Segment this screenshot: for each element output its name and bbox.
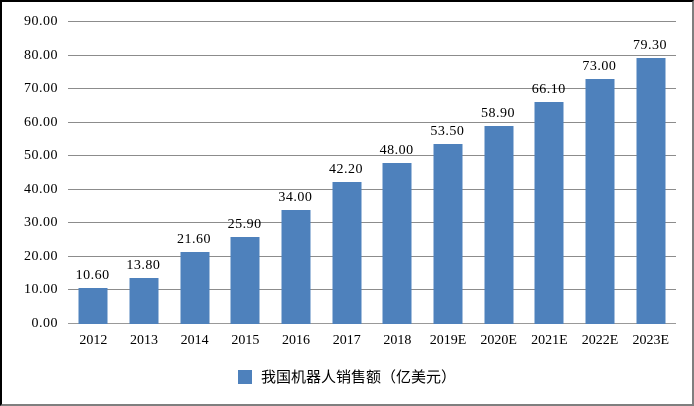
gridline (68, 255, 676, 257)
x-axis-tick-label: 2019E (429, 333, 467, 348)
x-axis-tick-label: 2020E (480, 333, 517, 348)
x-axis-tick-label: 2023E (632, 333, 669, 348)
bar-value-label: 79.30 (633, 37, 668, 53)
plot-area: 10.60 2012 13.80 2013 21.60 2014 25.90 2015 34.0… (68, 21, 676, 348)
bar-value-label: 48.00 (379, 142, 414, 158)
bar-series: 10.60 2012 13.80 2013 21.60 2014 25.90 2015 34.0… (68, 22, 676, 348)
bar-column: 66.10 2021E (524, 22, 575, 348)
x-axis-tick-label: 2022E (581, 333, 619, 348)
legend-swatch-icon (237, 369, 252, 384)
y-axis-tick-label: 90.00 (24, 14, 58, 29)
x-axis-tick-label: 2012 (79, 333, 108, 348)
bar-value-label: 34.00 (278, 189, 313, 205)
bar-column: 10.60 2012 (68, 22, 119, 348)
bar-2021E (534, 102, 564, 324)
x-axis-tick-label: 2013 (130, 333, 158, 348)
y-axis-tick-label: 10.00 (24, 282, 58, 298)
bar-column: 42.20 2017 (321, 22, 372, 348)
bar-column: 25.90 2015 (220, 22, 271, 348)
y-axis-tick-label: 40.00 (24, 181, 58, 197)
x-axis-tick-label: 2014 (180, 333, 209, 348)
gridline (68, 289, 676, 291)
legend: 我国机器人销售额（亿美元） (2, 366, 692, 387)
bar-value-label: 21.60 (176, 231, 211, 247)
bar-2013 (129, 277, 159, 324)
gridline (68, 88, 676, 90)
gridline (68, 121, 676, 123)
x-axis-tick-label: 2016 (282, 333, 311, 348)
bar-2019E (433, 144, 463, 324)
bar-column: 58.90 2020E (473, 22, 524, 348)
gridline (68, 155, 676, 157)
y-axis-tick-label: 0.00 (31, 316, 58, 331)
bar-value-label: 25.90 (227, 217, 262, 233)
x-axis-tick-label: 2018 (383, 333, 412, 348)
x-axis-tick-label: 2021E (531, 333, 568, 348)
bar-column: 79.30 2023E (625, 22, 676, 348)
bar-column: 53.50 2019E (423, 22, 474, 348)
bar-value-label: 10.60 (75, 268, 110, 284)
bar-value-label: 66.10 (531, 82, 566, 98)
bar-2012 (78, 288, 108, 324)
y-axis-tick-label: 20.00 (24, 248, 58, 264)
bar-2023E (636, 57, 666, 324)
bar-2016 (281, 209, 311, 324)
bar-column: 34.00 2016 (271, 22, 322, 348)
bar-value-label: 53.50 (430, 124, 465, 140)
bar-value-label: 13.80 (126, 257, 161, 273)
gridline (68, 54, 676, 56)
bar-2022E (585, 79, 615, 324)
bar-2017 (332, 182, 362, 324)
y-axis-tick-label: 30.00 (24, 215, 58, 231)
bar-2014 (180, 251, 210, 324)
y-axis-tick-label: 80.00 (24, 47, 58, 63)
y-axis-tick-label: 50.00 (24, 148, 58, 164)
bar-value-label: 58.90 (481, 106, 516, 122)
legend-label: 我国机器人销售额（亿美元） (260, 370, 456, 386)
bar-value-label: 73.00 (582, 59, 617, 75)
bar-2015 (230, 237, 260, 324)
bar-column: 13.80 2013 (119, 22, 170, 348)
gridline (68, 222, 676, 224)
x-axis-tick-label: 2015 (231, 333, 260, 348)
bar-2018 (382, 162, 412, 324)
y-axis: 0.00 10.00 20.00 30.00 40.00 50.00 60.00 70.00 8… (2, 14, 60, 331)
gridline (68, 21, 676, 22)
bar-column: 73.00 2022E (575, 22, 626, 348)
gridline (68, 188, 676, 190)
x-axis-line (68, 323, 676, 324)
x-axis-tick-label: 2017 (332, 333, 361, 348)
bar-value-label: 42.20 (329, 162, 364, 178)
y-axis-tick-label: 70.00 (24, 81, 58, 97)
bar-2020E (484, 126, 514, 324)
bar-column: 48.00 2018 (372, 22, 423, 348)
y-axis-tick-label: 60.00 (24, 114, 58, 130)
bar-column: 21.60 2014 (169, 22, 220, 348)
